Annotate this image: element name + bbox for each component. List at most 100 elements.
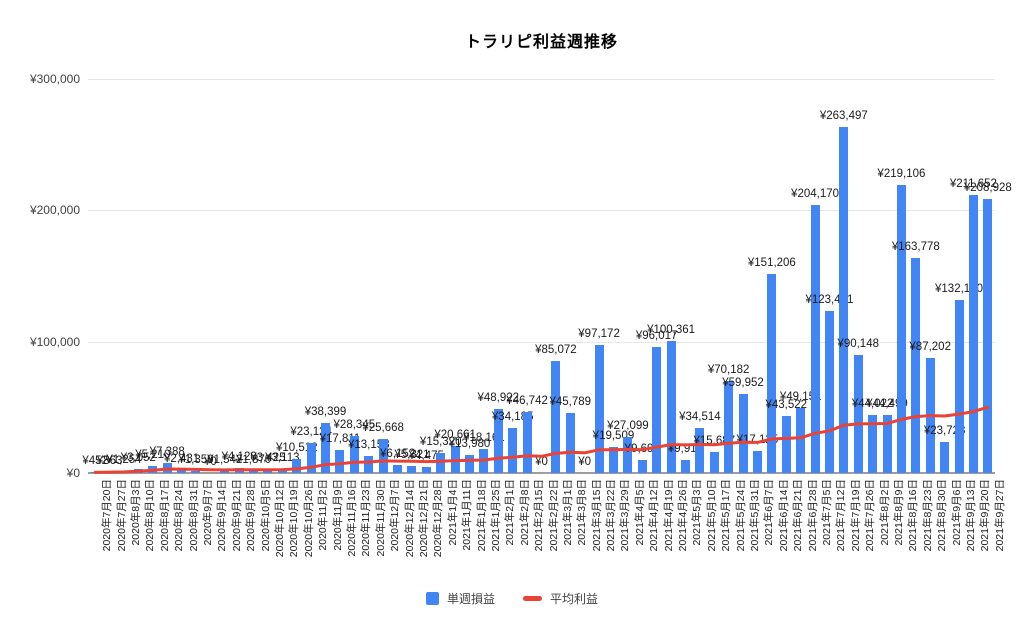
bar[interactable] [983,198,993,473]
bar-value-label: ¥151,206 [747,257,796,270]
x-axis-tick-label: 2020年8月31日 [187,479,200,552]
x-axis-tick-label: 2021年3月29日 [619,479,632,552]
x-axis-tick-label: 2021年8月30日 [936,479,949,552]
bar[interactable] [292,459,302,473]
bar[interactable] [896,185,906,473]
x-axis-tick-label: 2021年6月28日 [806,479,819,552]
x-axis-tick-label: 2021年2月1日 [504,479,517,546]
x-axis-tick-label: 2021年5月10日 [705,479,718,552]
bar[interactable] [277,468,287,473]
bar[interactable] [680,459,690,473]
bar[interactable] [177,469,187,473]
x-axis-tick-label: 2021年6月21日 [792,479,805,552]
bar[interactable] [393,464,403,473]
bar[interactable] [810,204,820,473]
bar[interactable] [133,468,143,473]
y-axis-tick-label: ¥0 [66,466,80,480]
x-axis-tick-label: 2020年9月14日 [216,479,229,552]
x-axis-tick-label: 2021年1月18日 [475,479,488,552]
x-axis-tick-label: 2021年8月16日 [907,479,920,552]
x-axis-tick-label: 2020年10月19日 [288,479,301,558]
bar[interactable] [868,415,878,473]
bar[interactable] [839,126,849,473]
bar-value-label: ¥263,497 [819,109,868,122]
bar[interactable] [637,460,647,473]
bar[interactable] [421,467,431,473]
y-axis-tick-label: ¥200,000 [29,203,80,218]
bar[interactable] [853,354,863,473]
bar[interactable] [724,380,734,473]
bar[interactable] [767,274,777,473]
bar-value-label: ¥87,202 [909,341,951,354]
bar[interactable] [263,468,273,473]
bar[interactable] [882,414,892,473]
average-profit-swatch-icon [523,596,542,601]
x-axis-tick-label: 2020年11月23日 [360,479,373,557]
weekly-profit-swatch-icon [425,592,439,605]
x-axis-tick-label: 2021年1月4日 [446,479,459,546]
x-axis-tick-label: 2020年12月7日 [389,479,402,552]
bar[interactable] [148,466,158,473]
bar[interactable] [234,467,244,473]
legend-item-average-profit[interactable]: 平均利益 [523,590,598,607]
bar[interactable] [479,449,489,473]
x-axis-tick-label: 2020年8月24日 [173,479,186,552]
chart-title: トラリピ利益週推移 [464,34,618,51]
bar[interactable] [436,452,446,473]
bar-value-label: ¥204,170 [791,187,840,200]
x-axis-tick-label: 2021年1月11日 [461,479,474,551]
bar[interactable] [249,470,259,473]
x-axis-tick-label: 2021年6月14日 [777,479,790,552]
bar[interactable] [119,471,129,473]
x-axis-tick-label: 2020年12月21日 [417,479,430,558]
x-axis-tick-label: 2021年9月13日 [965,479,977,552]
bar[interactable] [450,445,460,473]
x-axis-tick-label: 2021年1月25日 [489,479,502,552]
x-axis-tick-label: 2021年6月7日 [763,479,776,546]
x-axis-tick-label: 2021年3月15日 [590,479,603,552]
x-axis-tick-label: 2020年11月9日 [331,479,344,551]
bar[interactable] [940,441,950,473]
bar[interactable] [925,358,935,473]
bar[interactable] [968,195,978,473]
x-axis-tick-label: 2021年7月19日 [849,479,862,552]
x-axis-tick-label: 2020年8月3日 [129,479,142,546]
x-axis-tick-label: 2020年8月17日 [158,479,171,552]
bar[interactable] [954,299,964,473]
x-axis-tick-label: 2021年4月5日 [633,479,646,546]
bar-value-label: ¥219,106 [877,168,926,181]
bar[interactable] [781,415,791,473]
x-axis-tick-label: 2021年9月27日 [993,479,1006,552]
bar-value-label: ¥59,952 [722,377,764,390]
bar[interactable] [220,470,230,473]
legend-label-average-profit: 平均利益 [550,592,599,606]
bar[interactable] [752,450,762,473]
bar[interactable] [105,471,115,473]
bar-value-label: ¥123,471 [805,293,854,306]
x-axis-tick-label: 2021年3月22日 [605,479,618,552]
bar[interactable] [306,442,316,473]
x-axis-tick-label: 2021年3月8日 [576,479,589,546]
x-axis-tick-label: 2020年7月20日 [101,479,114,552]
bar[interactable] [709,452,719,473]
x-axis-tick-label: 2021年2月15日 [533,479,546,552]
bar-value-label: ¥90,148 [837,337,879,350]
bar[interactable] [824,310,834,473]
bar[interactable] [90,472,100,473]
x-axis-tick-label: 2021年5月31日 [749,479,762,552]
legend-label-weekly-profit: 単週損益 [446,592,495,606]
bar[interactable] [191,471,201,473]
bar[interactable] [335,449,345,473]
bar[interactable] [465,454,475,473]
x-axis-tick-label: 2021年8月9日 [893,479,906,546]
bar[interactable] [407,466,417,473]
y-axis-tick-label: ¥100,000 [29,334,80,349]
bar[interactable] [796,408,806,473]
legend-item-weekly-profit[interactable]: 単週損益 [425,590,495,607]
x-axis-tick-label: 2021年4月26日 [677,479,690,552]
x-axis-tick-label: 2020年7月27日 [115,479,128,552]
x-axis-tick-label: 2021年9月20日 [979,479,992,552]
bar[interactable] [911,257,921,473]
x-axis-tick-label: 2021年5月24日 [734,479,747,552]
bar-value-label: ¥70,182 [707,363,750,376]
